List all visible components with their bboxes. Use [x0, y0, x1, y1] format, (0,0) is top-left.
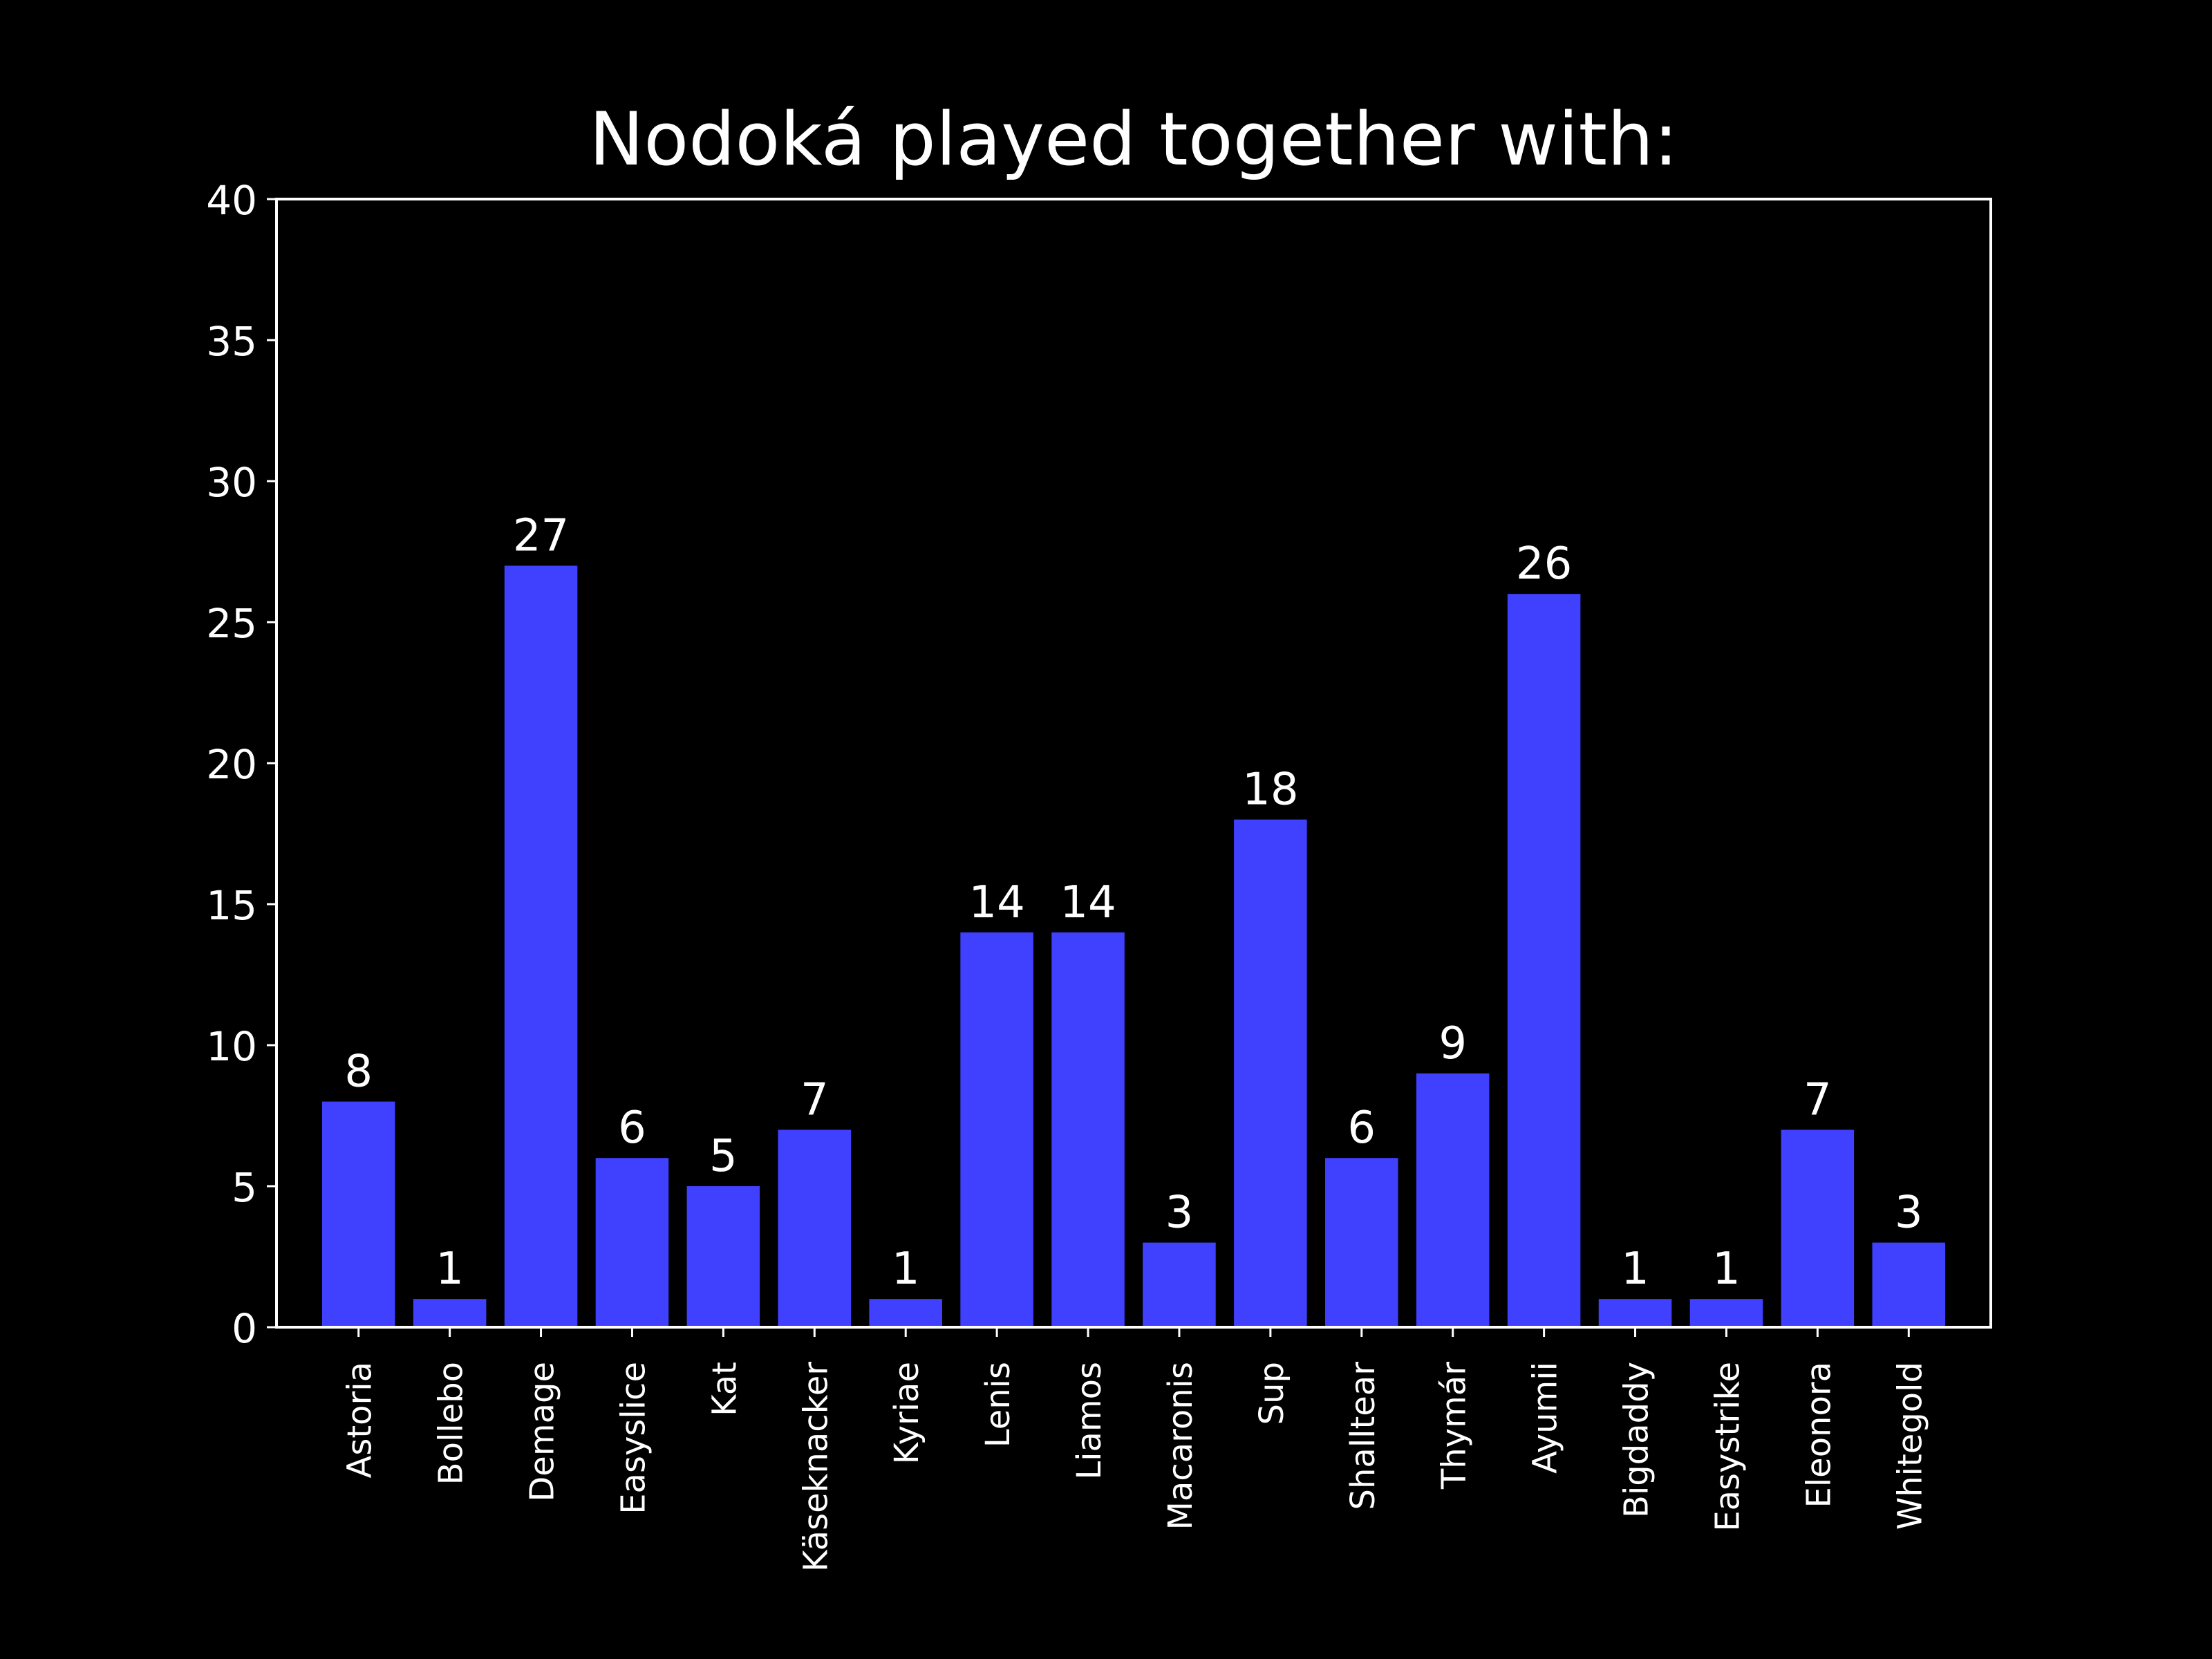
value-label: 18 — [1242, 765, 1298, 816]
bar-astoria — [321, 1101, 395, 1327]
bar-easyslice — [595, 1158, 669, 1327]
chart-title: Nodoká played together with: — [589, 97, 1678, 182]
bar-bigdaddy — [1598, 1299, 1672, 1327]
value-label: 6 — [1347, 1103, 1376, 1154]
value-label: 7 — [1803, 1074, 1832, 1125]
y-axis: 0 5 10 15 20 25 30 35 40 — [206, 177, 276, 1352]
x-tick-label: Sup — [1253, 1362, 1291, 1425]
y-tick-label: 5 — [232, 1164, 257, 1211]
bar-kyriae — [869, 1299, 942, 1327]
x-tick-label: Käseknacker — [796, 1362, 835, 1572]
value-label: 9 — [1438, 1018, 1467, 1069]
y-tick-label: 25 — [206, 600, 257, 647]
value-label: 8 — [344, 1047, 373, 1098]
x-tick-label: Eleonora — [1799, 1362, 1838, 1508]
x-tick-label: Astoria — [341, 1362, 379, 1479]
x-tick-label: Liamos — [1070, 1362, 1109, 1480]
bar-sup — [1234, 819, 1307, 1327]
y-tick-label: 10 — [206, 1023, 257, 1070]
y-tick-label: 20 — [206, 741, 257, 788]
value-label: 1 — [892, 1244, 920, 1295]
bar-macaronis — [1143, 1242, 1216, 1327]
bar-shalltear — [1325, 1158, 1398, 1327]
x-tick-label: Shalltear — [1344, 1362, 1382, 1510]
value-label: 3 — [1165, 1188, 1194, 1239]
x-tick-label: Thymár — [1435, 1362, 1474, 1490]
bar-thymár — [1416, 1073, 1490, 1327]
value-label: 1 — [1712, 1244, 1741, 1295]
x-tick-label: Macaronis — [1161, 1362, 1200, 1530]
y-tick-label: 30 — [206, 459, 257, 506]
bar-liamos — [1051, 932, 1125, 1327]
x-tick-label: Demage — [523, 1362, 562, 1502]
value-label: 1 — [1621, 1244, 1649, 1295]
bar-bollebo — [413, 1299, 487, 1327]
bar-whitegold — [1872, 1242, 1946, 1327]
bar-easystrike — [1689, 1299, 1763, 1327]
value-label: 7 — [800, 1074, 829, 1125]
bar-käseknacker — [778, 1130, 852, 1327]
value-label: 5 — [709, 1131, 738, 1182]
x-tick-label: Easyslice — [614, 1362, 653, 1515]
y-tick-label: 0 — [232, 1305, 257, 1352]
x-tick-label: Kat — [705, 1362, 744, 1416]
bar-lenis — [960, 932, 1033, 1327]
value-label: 27 — [513, 510, 569, 561]
bar-ayumii — [1507, 594, 1581, 1328]
value-label: 6 — [618, 1103, 646, 1154]
y-tick-label: 15 — [206, 882, 257, 929]
value-label: 1 — [435, 1244, 464, 1295]
value-label: 3 — [1895, 1188, 1923, 1239]
bar-kat — [686, 1186, 760, 1327]
x-tick-label: Ayumii — [1526, 1362, 1565, 1474]
plot-frame — [275, 198, 1992, 1329]
x-tick-label: Bollebo — [432, 1362, 471, 1485]
x-axis: Astoria Bollebo Demage Easyslice Kat Käseknac… — [341, 1327, 1929, 1572]
x-tick-label: Lenis — [979, 1362, 1018, 1447]
y-tick-label: 40 — [206, 177, 257, 224]
x-tick-label: Bigdaddy — [1618, 1362, 1656, 1518]
value-label: 14 — [1060, 877, 1116, 928]
x-tick-label: Whitegold — [1891, 1362, 1929, 1530]
bar-demage — [504, 565, 578, 1327]
bars-layer — [321, 565, 1946, 1328]
value-label: 26 — [1516, 538, 1572, 590]
value-label: 14 — [968, 877, 1024, 928]
x-tick-label: Kyriae — [888, 1362, 926, 1464]
y-tick-label: 35 — [206, 318, 257, 365]
bar-eleonora — [1781, 1130, 1855, 1327]
x-tick-label: Easystrike — [1708, 1362, 1747, 1532]
